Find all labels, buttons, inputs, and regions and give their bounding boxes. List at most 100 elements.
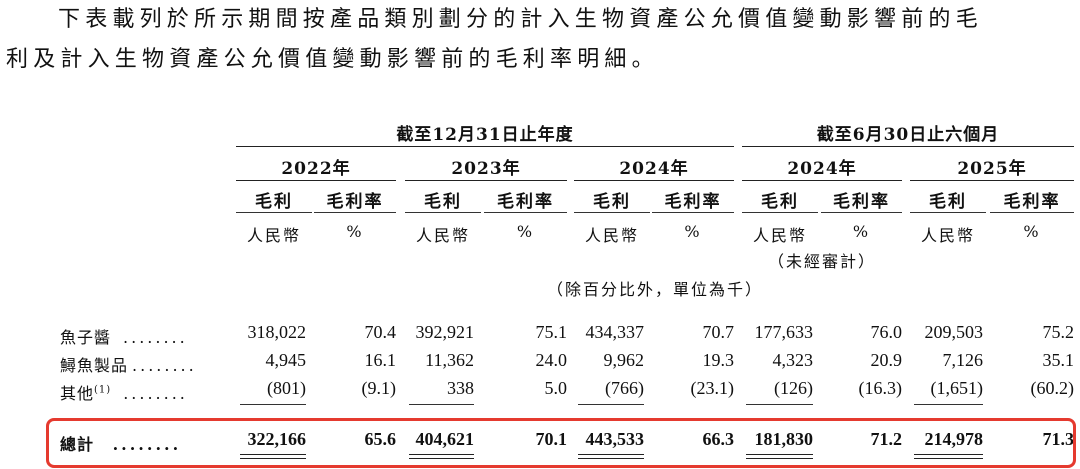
total-double-rule [409,454,474,459]
col-head-margin: 毛利率 [497,192,554,212]
table-cell: 70.4 [364,322,397,342]
table-cell: 70.7 [702,322,735,342]
unit-percent: % [852,222,871,241]
col-underline [314,212,396,213]
unit-rmb: 人民幣 [415,226,470,245]
unit-percent: % [346,222,364,241]
table-cell: 392,921 [415,322,475,342]
intro-line-2: 利及計入生物資產公允價值變動影響前的毛利率明細。 [6,47,659,72]
total-double-rule [746,454,813,459]
row-label-text: 其他 [60,384,95,403]
unaudited-note: （未經審計） [767,252,876,271]
year-header-2025: 2025年 [957,159,1027,179]
col-underline [821,212,902,213]
col-head-gross-profit: 毛利 [424,192,462,212]
year-header-2023: 2023年 [451,159,521,179]
total-cell: 71.2 [870,429,903,449]
row-label: 其他(1)........ [60,380,188,404]
leader-dots: ........ [123,384,188,403]
unit-rmb: 人民幣 [246,226,301,245]
col-head-margin: 毛利率 [1003,192,1061,212]
year-header-2022: 2022年 [281,159,351,179]
table-cell: 318,022 [247,322,307,342]
table-cell: 7,126 [942,350,984,370]
table-cell: 5.0 [544,378,568,398]
subtotal-rule [240,404,306,405]
table-cell: 75.1 [535,322,568,342]
table-cell: 9,962 [603,350,645,370]
unit-rmb: 人民幣 [920,226,975,245]
footnote-marker: (1) [94,384,112,396]
table-cell: (16.3) [858,378,903,398]
group-header-6m: 截至6月30日止六個月 [816,125,1000,145]
total-cell: 65.6 [364,429,397,449]
table-cell: 20.9 [870,350,903,370]
total-cell: 443,533 [585,429,645,449]
subtotal-rule [409,404,474,405]
subtotal-rule [746,404,813,405]
total-label-text: 總計 [60,435,95,454]
unit-percent: % [1023,222,1041,241]
intro-paragraph: 下表載列於所示期間按產品類別劃分的計入生物資產公允價值變動影響前的毛 利及計入生… [6,0,1074,80]
table-cell: 4,323 [772,350,814,370]
year-rule-2025 [910,180,1074,181]
total-cell: 71.3 [1042,429,1075,449]
unit-percent: % [684,222,702,241]
table-cell: (126) [774,378,813,398]
table-cell: 177,633 [754,322,814,342]
group-rule-fy [236,146,734,147]
subtotal-rule [578,404,644,405]
col-underline [405,212,481,213]
total-label: 總計 ........ [60,431,181,455]
col-head-gross-profit: 毛利 [929,192,967,212]
table-cell: 24.0 [535,350,568,370]
year-rule-2023 [405,180,567,181]
year-rule-2024 [574,180,734,181]
row-label: 魚子醬........ [60,324,188,348]
unit-note: （除百分比外，單位為千） [546,280,763,299]
unit-rmb: 人民幣 [752,226,807,245]
col-underline [574,212,650,213]
table-cell: (23.1) [690,378,735,398]
table-cell: (801) [267,378,306,398]
col-head-gross-profit: 毛利 [593,192,631,212]
group-header-fy: 截至12月31日止年度 [396,125,574,145]
table-cell: 338 [447,378,474,398]
total-cell: 404,621 [415,429,475,449]
year-header-2024-6m: 2024年 [787,159,857,179]
unit-rmb: 人民幣 [584,226,639,245]
row-label: 鱘魚製品........ [60,352,197,376]
table-cell: (766) [605,378,644,398]
col-underline [236,212,312,213]
unit-percent: % [516,222,535,241]
group-rule-6m [742,146,1074,147]
leader-dots: ........ [112,435,182,454]
intro-line-1: 下表載列於所示期間按產品類別劃分的計入生物資產公允價值變動影響前的毛 [58,7,983,32]
table-cell: 11,362 [425,350,474,370]
total-double-rule [914,454,983,459]
col-head-margin: 毛利率 [326,192,384,212]
total-cell: 322,166 [247,429,307,449]
leader-dots: ........ [123,328,188,347]
row-label-text: 鱘魚製品 [60,356,129,375]
table-cell: 35.1 [1042,350,1075,370]
total-cell: 70.1 [535,429,568,449]
table-cell: 4,945 [265,350,307,370]
highlight-box [46,418,1076,468]
table-cell: (1,651) [930,378,984,398]
table-cell: 16.1 [364,350,397,370]
total-double-rule [240,454,306,459]
col-underline [484,212,567,213]
col-underline [990,212,1074,213]
year-rule-2024-6m [742,180,902,181]
col-head-gross-profit: 毛利 [761,192,799,212]
year-header-2024: 2024年 [619,159,689,179]
col-underline [652,212,734,213]
row-label-text: 魚子醬 [60,328,112,347]
total-cell: 181,830 [754,429,814,449]
total-cell: 214,978 [924,429,984,449]
col-underline [742,212,818,213]
col-head-margin: 毛利率 [664,192,722,212]
col-head-gross-profit: 毛利 [255,192,293,212]
total-cell: 66.3 [702,429,735,449]
